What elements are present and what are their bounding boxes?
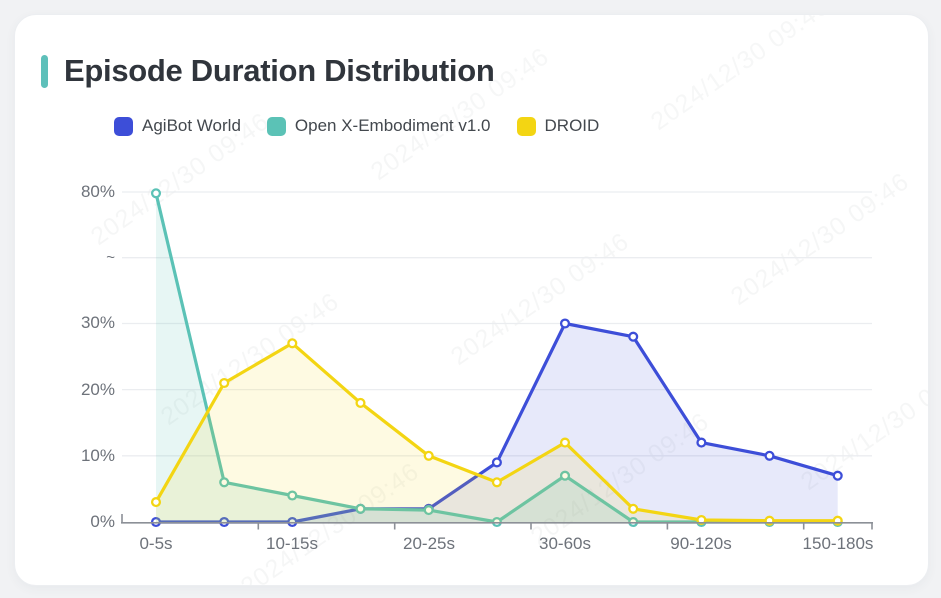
x-axis-label: 20-25s <box>403 534 455 553</box>
legend-label-droid: DROID <box>544 116 600 135</box>
data-point-open-x-embodiment-v1-0 <box>150 188 162 199</box>
y-axis-break-marker: ~ <box>106 249 115 266</box>
legend-label-open-x-embodiment: Open X-Embodiment v1.0 <box>294 116 491 135</box>
x-axis-label: 30-60s <box>539 534 591 553</box>
data-point-agibot-world <box>559 318 571 329</box>
y-axis-label: 10% <box>80 446 115 465</box>
data-point-droid <box>491 477 502 488</box>
data-point-open-x-embodiment-v1-0 <box>423 505 434 516</box>
data-point-droid <box>423 450 434 461</box>
data-point-droid <box>696 514 707 526</box>
data-point-droid <box>559 437 571 448</box>
data-point-open-x-embodiment-v1-0 <box>355 503 366 514</box>
data-point-droid <box>287 338 298 349</box>
x-axis-label: 90-120s <box>670 534 732 553</box>
data-point-agibot-world <box>628 331 639 342</box>
data-point-agibot-world <box>764 450 775 461</box>
data-point-droid <box>355 397 366 408</box>
title-accent-bar <box>41 54 48 88</box>
data-point-droid <box>219 377 230 389</box>
data-point-open-x-embodiment-v1-0 <box>287 490 298 501</box>
series-area-open-x-embodiment-v1-0 <box>156 193 838 523</box>
data-point-open-x-embodiment-v1-0 <box>219 477 230 488</box>
chart-legend: AgiBot World Open X-Embodiment v1.0 DROI… <box>114 116 625 136</box>
legend-item-agibot-world[interactable]: AgiBot World <box>114 116 241 136</box>
data-point-droid <box>150 497 162 508</box>
y-axis-label: 80% <box>80 182 115 201</box>
series-area-agibot-world <box>156 323 838 522</box>
legend-swatch-open-x-embodiment <box>266 116 286 136</box>
y-axis-label: 20% <box>80 380 115 399</box>
chart-card: 2024/12/30 09:46 2024/12/30 09:46 2024/12/… <box>14 14 929 586</box>
y-axis-label: 30% <box>80 313 115 332</box>
legend-label-agibot-world: AgiBot World <box>142 116 241 135</box>
chart-canvas <box>121 188 873 530</box>
legend-swatch-agibot-world <box>114 116 133 136</box>
legend-swatch-droid <box>516 116 536 136</box>
data-point-droid <box>628 503 639 514</box>
data-point-agibot-world <box>696 437 707 448</box>
x-axis-label: 150-180s <box>802 534 874 553</box>
data-point-agibot-world <box>832 470 843 481</box>
legend-item-open-x-embodiment[interactable]: Open X-Embodiment v1.0 <box>266 116 491 136</box>
y-axis-label: 0% <box>90 512 115 531</box>
chart-title: Episode Duration Distribution <box>64 53 495 88</box>
series-area-droid <box>156 343 838 522</box>
data-point-open-x-embodiment-v1-0 <box>559 470 571 481</box>
x-axis-label: 0-5s <box>139 534 173 553</box>
x-axis-label: 10-15s <box>266 534 318 553</box>
data-point-agibot-world <box>491 457 502 468</box>
legend-item-droid[interactable]: DROID <box>516 116 600 136</box>
title-row: Episode Duration Distribution <box>41 53 495 89</box>
